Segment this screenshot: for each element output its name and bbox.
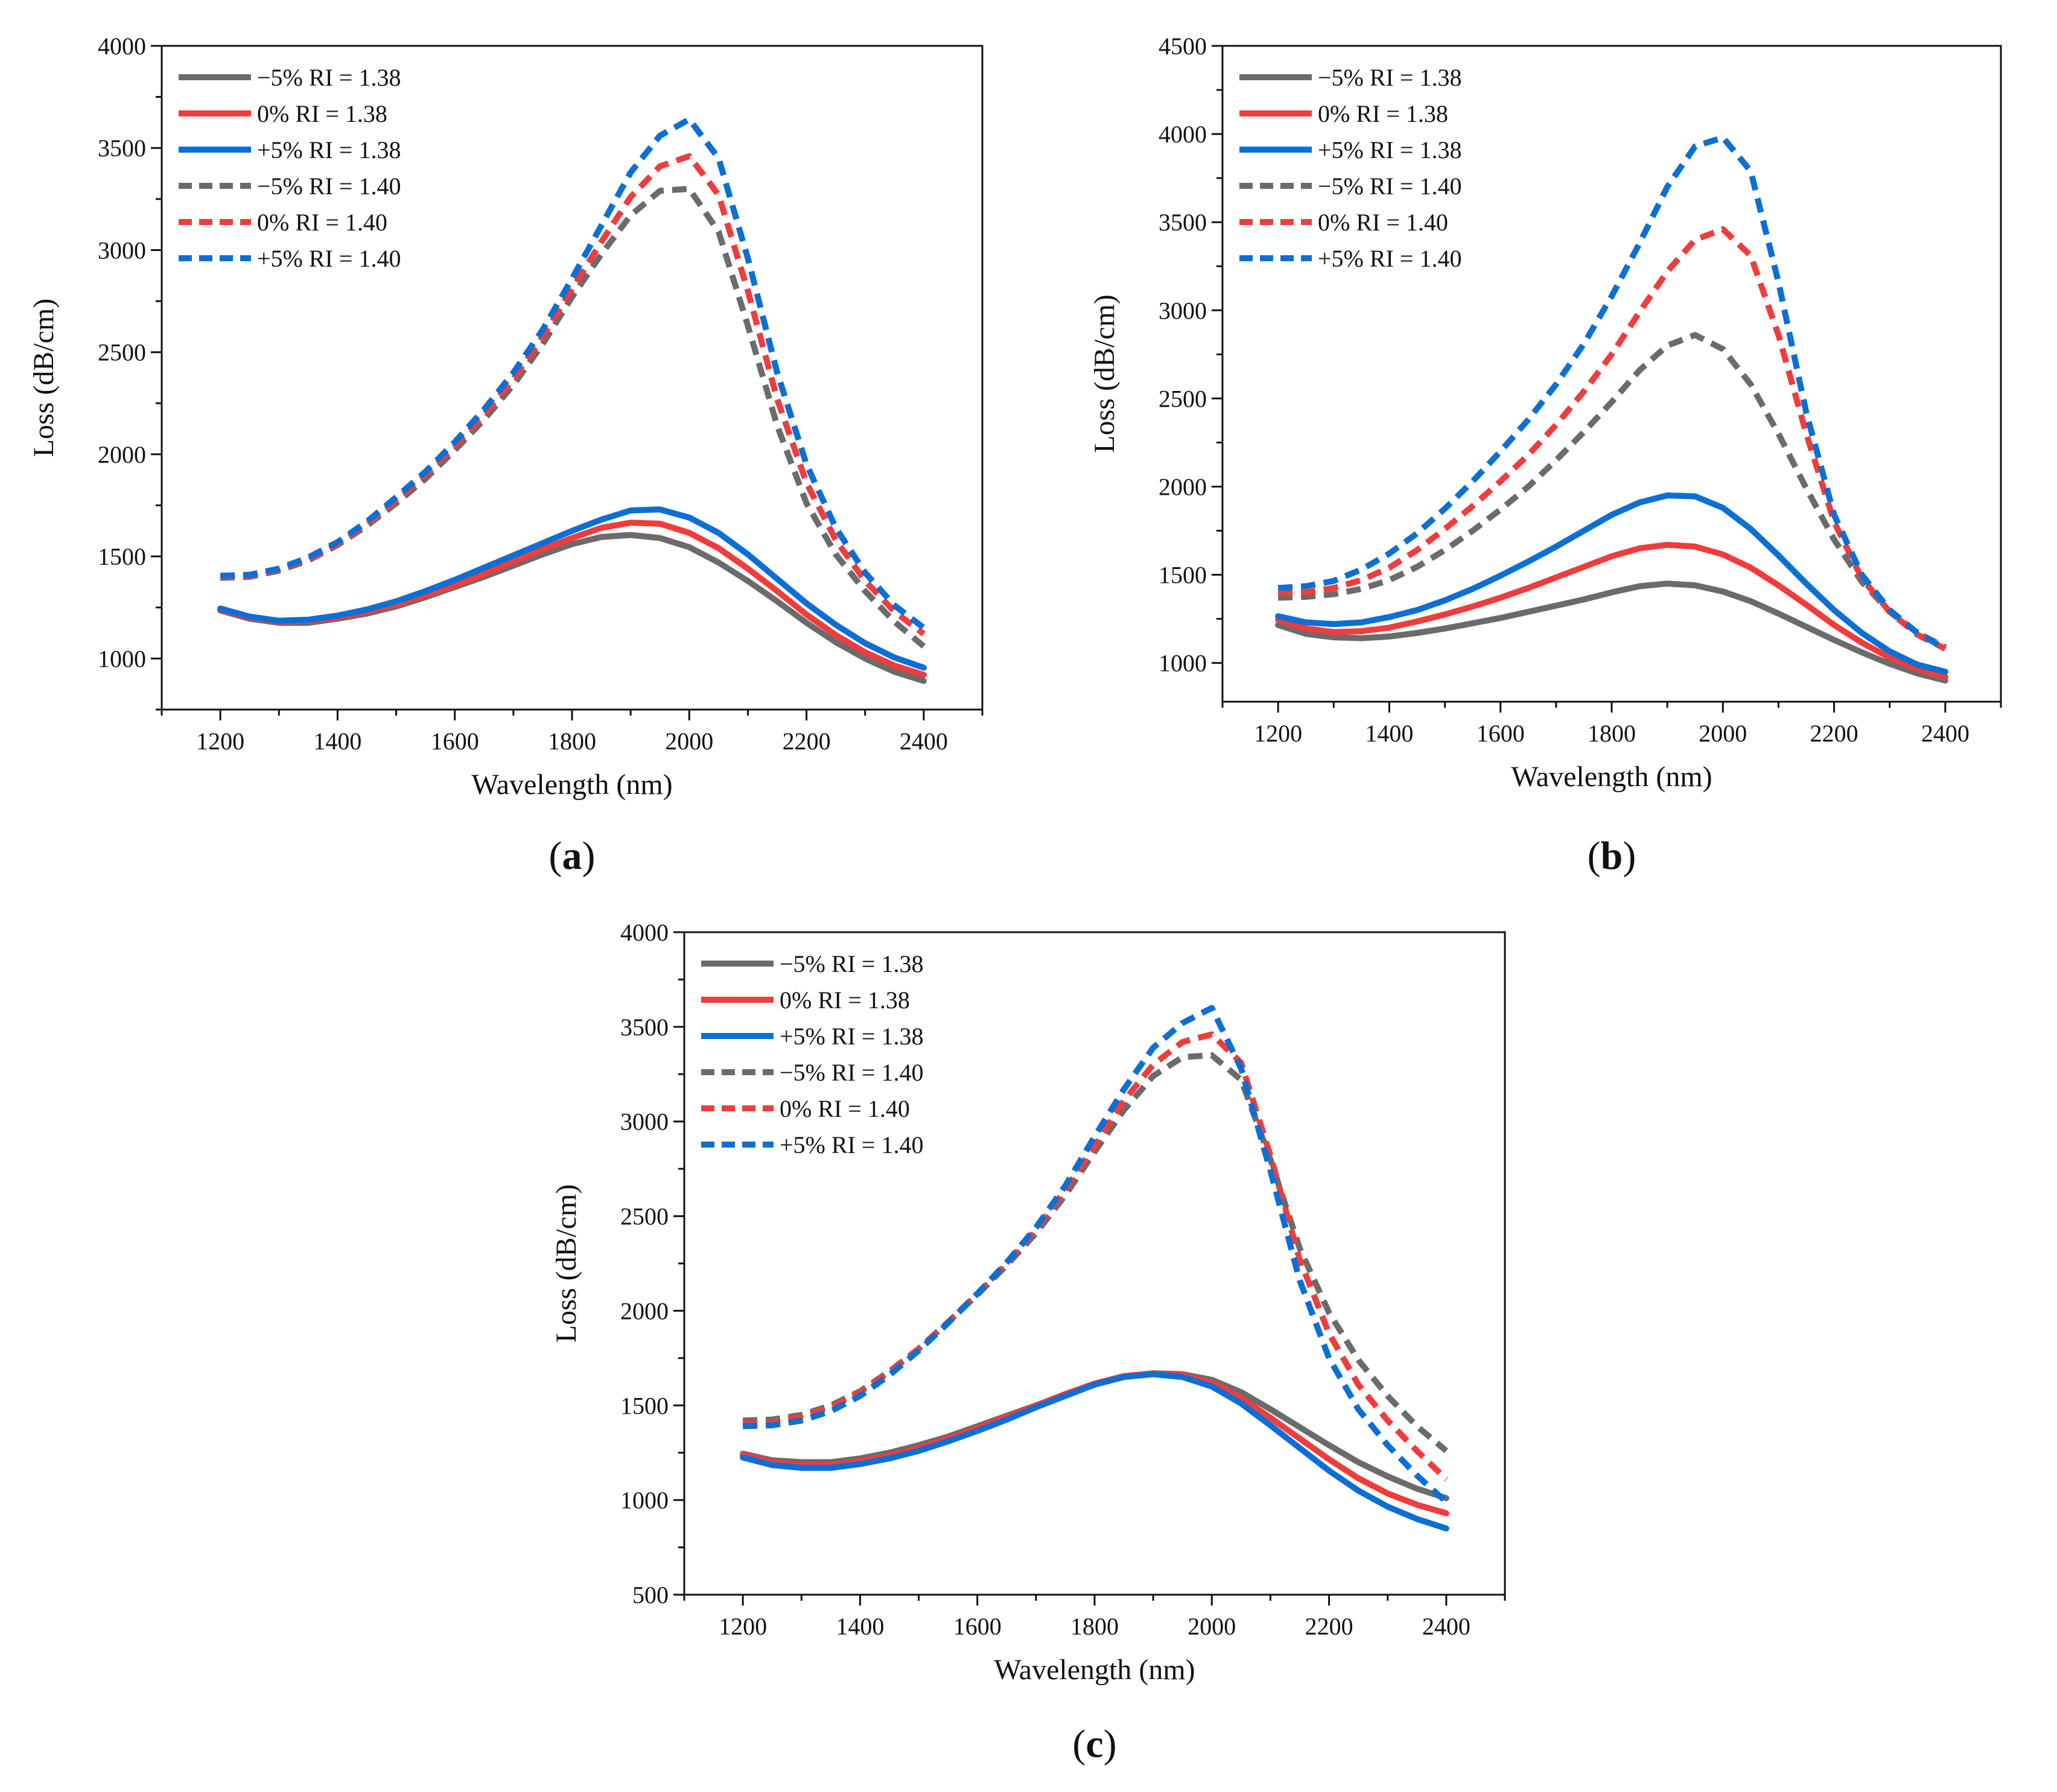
x-tick-label: 1600 (431, 728, 479, 755)
legend-label-4: −5% RI = 1.40 (257, 173, 401, 200)
chart-panel-a: 1200 1400 1600 1800 2000 2200 2400 1000 1500 2000… (28, 33, 984, 878)
legend-label-1: −5% RI = 1.38 (257, 64, 401, 91)
x-tick-label: 2200 (1305, 1613, 1353, 1640)
x-tick-label: 2400 (900, 728, 948, 755)
panel-label: (b) (1588, 834, 1636, 878)
y-tick-label: 2000 (620, 1297, 669, 1324)
y-axis-title: Loss (dB/cm) (550, 1184, 582, 1343)
x-axis-title: Wavelength (nm) (471, 769, 672, 801)
x-tick-label: 2400 (1422, 1613, 1470, 1640)
legend-label-2: 0% RI = 1.38 (1318, 100, 1448, 127)
x-tick-label: 1600 (953, 1613, 1002, 1640)
legend-label-6: +5% RI = 1.40 (257, 245, 401, 272)
x-axis-title: Wavelength (nm) (994, 1654, 1195, 1686)
legend-label-5: 0% RI = 1.40 (780, 1095, 910, 1122)
x-tick-label: 2200 (1810, 720, 1858, 747)
y-axis-title: Loss (dB/cm) (28, 299, 60, 457)
legend-label-2: 0% RI = 1.38 (780, 987, 910, 1014)
x-tick-label: 1400 (1365, 720, 1413, 747)
legend-label-6: +5% RI = 1.40 (1318, 245, 1461, 272)
series-line-1 (217, 532, 927, 684)
x-tick-label: 1400 (836, 1613, 884, 1640)
y-axis-title: Loss (dB/cm) (1089, 294, 1121, 453)
y-tick-label: 3000 (1159, 297, 1207, 324)
x-tick-label: 1800 (1070, 1613, 1119, 1640)
x-tick-label: 1400 (313, 728, 361, 755)
x-tick-label: 1200 (719, 1613, 767, 1640)
series-line-3 (740, 1371, 1449, 1532)
x-tick-label: 2200 (783, 728, 831, 755)
y-tick-label: 3500 (1159, 209, 1207, 236)
y-tick-label: 1500 (1159, 562, 1207, 589)
x-tick-label: 2000 (665, 728, 713, 755)
series-line-3 (1275, 492, 1948, 675)
legend-label-3: +5% RI = 1.38 (1318, 136, 1461, 164)
y-tick-label: 1000 (1159, 650, 1207, 677)
panel-label: (a) (549, 834, 596, 878)
series-line-5 (742, 1031, 1449, 1482)
series-line-2 (740, 1370, 1449, 1517)
y-tick-label: 2000 (98, 441, 146, 468)
y-tick-label: 1000 (620, 1487, 669, 1514)
x-axis-title: Wavelength (nm) (1511, 761, 1712, 793)
legend-label-5: 0% RI = 1.40 (257, 209, 387, 236)
series-line-5 (1277, 226, 1947, 652)
y-tick-label: 4000 (98, 33, 146, 60)
series-line-6 (1277, 134, 1947, 652)
legend-label-3: +5% RI = 1.38 (257, 136, 401, 164)
x-tick-label: 2000 (1699, 720, 1747, 747)
x-tick-label: 2000 (1187, 1613, 1236, 1640)
series-line-6 (220, 116, 926, 631)
y-tick-label: 4500 (1159, 33, 1207, 60)
y-tick-label: 1500 (620, 1392, 669, 1419)
y-tick-label: 2000 (1159, 474, 1207, 501)
series-line-2 (1275, 541, 1948, 681)
chart-panel-c: 1200 1400 1600 1800 2000 2200 2400 500 1000 1500 2… (550, 919, 1506, 1766)
series-line-4 (1277, 332, 1947, 650)
y-tick-label: 4000 (1159, 121, 1207, 148)
y-tick-label: 2500 (620, 1203, 669, 1230)
x-tick-label: 1200 (196, 728, 244, 755)
series-line-6 (742, 1005, 1449, 1505)
x-tick-label: 1200 (1254, 720, 1302, 747)
y-tick-label: 4000 (620, 919, 669, 946)
y-tick-label: 500 (632, 1581, 669, 1609)
series-line-3 (217, 506, 927, 671)
legend-label-4: −5% RI = 1.40 (780, 1059, 923, 1086)
y-tick-label: 3500 (620, 1014, 669, 1041)
legend-label-1: −5% RI = 1.38 (1318, 64, 1461, 91)
legend-label-5: 0% RI = 1.40 (1318, 209, 1448, 236)
legend-label-1: −5% RI = 1.38 (780, 950, 923, 977)
panel-label: (c) (1072, 1722, 1116, 1766)
y-tick-label: 3000 (620, 1108, 669, 1136)
x-tick-label: 1800 (548, 728, 596, 755)
y-tick-label: 2500 (98, 339, 146, 366)
y-tick-label: 3500 (98, 135, 146, 162)
legend-label-4: −5% RI = 1.40 (1318, 173, 1461, 200)
y-tick-label: 1500 (98, 543, 146, 570)
legend-label-3: +5% RI = 1.38 (780, 1023, 923, 1050)
chart-panel-b: 1200 1400 1600 1800 2000 2200 2400 1000 1500 2000… (1089, 33, 2002, 878)
y-tick-label: 1000 (98, 645, 146, 672)
y-tick-label: 2500 (1159, 385, 1207, 412)
legend-label-2: 0% RI = 1.38 (257, 100, 387, 127)
x-tick-label: 1600 (1477, 720, 1525, 747)
x-tick-label: 1800 (1588, 720, 1636, 747)
series-line-1 (1275, 580, 1948, 684)
legend-label-6: +5% RI = 1.40 (780, 1131, 923, 1158)
x-tick-label: 2400 (1921, 720, 1970, 747)
y-tick-label: 3000 (98, 237, 146, 264)
